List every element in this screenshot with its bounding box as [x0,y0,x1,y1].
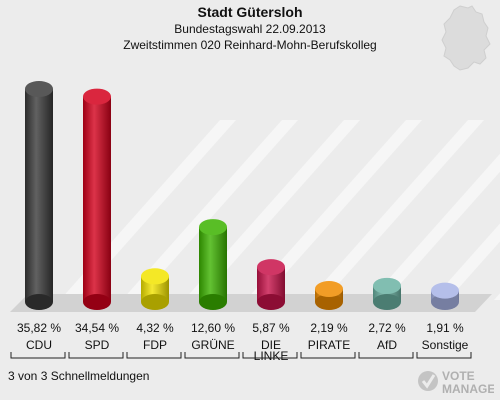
category-label: PIRATE [308,338,350,352]
backdrop-stripe [494,293,500,300]
category-label: CDU [26,338,52,352]
value-label-group: 35,82 % 34,54 % 4,32 % 12,60 % 5,87 % 2,19 % 2… [17,321,464,335]
bar-grüne [199,219,227,310]
chart-title: Stadt Gütersloh [197,4,303,20]
value-label: 34,54 % [75,321,119,335]
category-label: GRÜNE [191,338,234,352]
bar-afd [373,277,401,310]
value-label: 2,72 % [368,321,406,335]
vote-manager-logo: VOTE MANAGER [418,369,494,396]
category-bracket [126,352,182,359]
value-label: 35,82 % [17,321,61,335]
category-label: DIE [261,338,281,352]
backdrop-stripe [308,120,484,300]
bar-fdp [141,268,169,310]
value-label: 2,19 % [310,321,348,335]
backdrop-stripe [432,223,500,300]
category-bracket [10,352,66,359]
backdrop-stripe [184,120,360,300]
backdrop-stripe [246,120,422,300]
chart-floor [10,294,492,312]
logo-line1: VOTE [442,369,475,383]
chart-header: Stadt Gütersloh Bundestagswahl 22.09.201… [0,0,500,52]
category-bracket [242,352,298,359]
bar-sonstige [431,282,459,310]
bar-group [25,80,459,310]
logo-line2: MANAGER [442,382,494,396]
category-bracket [358,352,414,359]
value-label: 5,87 % [252,321,290,335]
category-label: SPD [85,338,110,352]
value-label: 12,60 % [191,321,235,335]
category-label: Sonstige [422,338,469,352]
value-label: 4,32 % [136,321,174,335]
value-label: 1,91 % [426,321,464,335]
chart-subtitle-election: Bundestagswahl 22.09.2013 [174,22,326,36]
backdrop-stripe [370,153,500,300]
bar-pirate [315,280,343,310]
status-text: 3 von 3 Schnellmeldungen [8,369,150,383]
backdrop-stripe [122,120,298,300]
chart-subtitle-district: Zweitstimmen 020 Reinhard-Mohn-Berufskol… [123,38,377,52]
category-label: AfD [377,338,397,352]
category-bracket [68,352,124,359]
germany-map-icon [441,5,491,71]
category-label: FDP [143,338,167,352]
bar-cdu [25,80,53,310]
bar-die-linke [257,259,285,310]
category-bracket [300,352,356,359]
category-label: LINKE [254,349,289,363]
bar-spd [83,88,111,310]
category-bracket [416,352,472,359]
category-bracket [184,352,240,359]
